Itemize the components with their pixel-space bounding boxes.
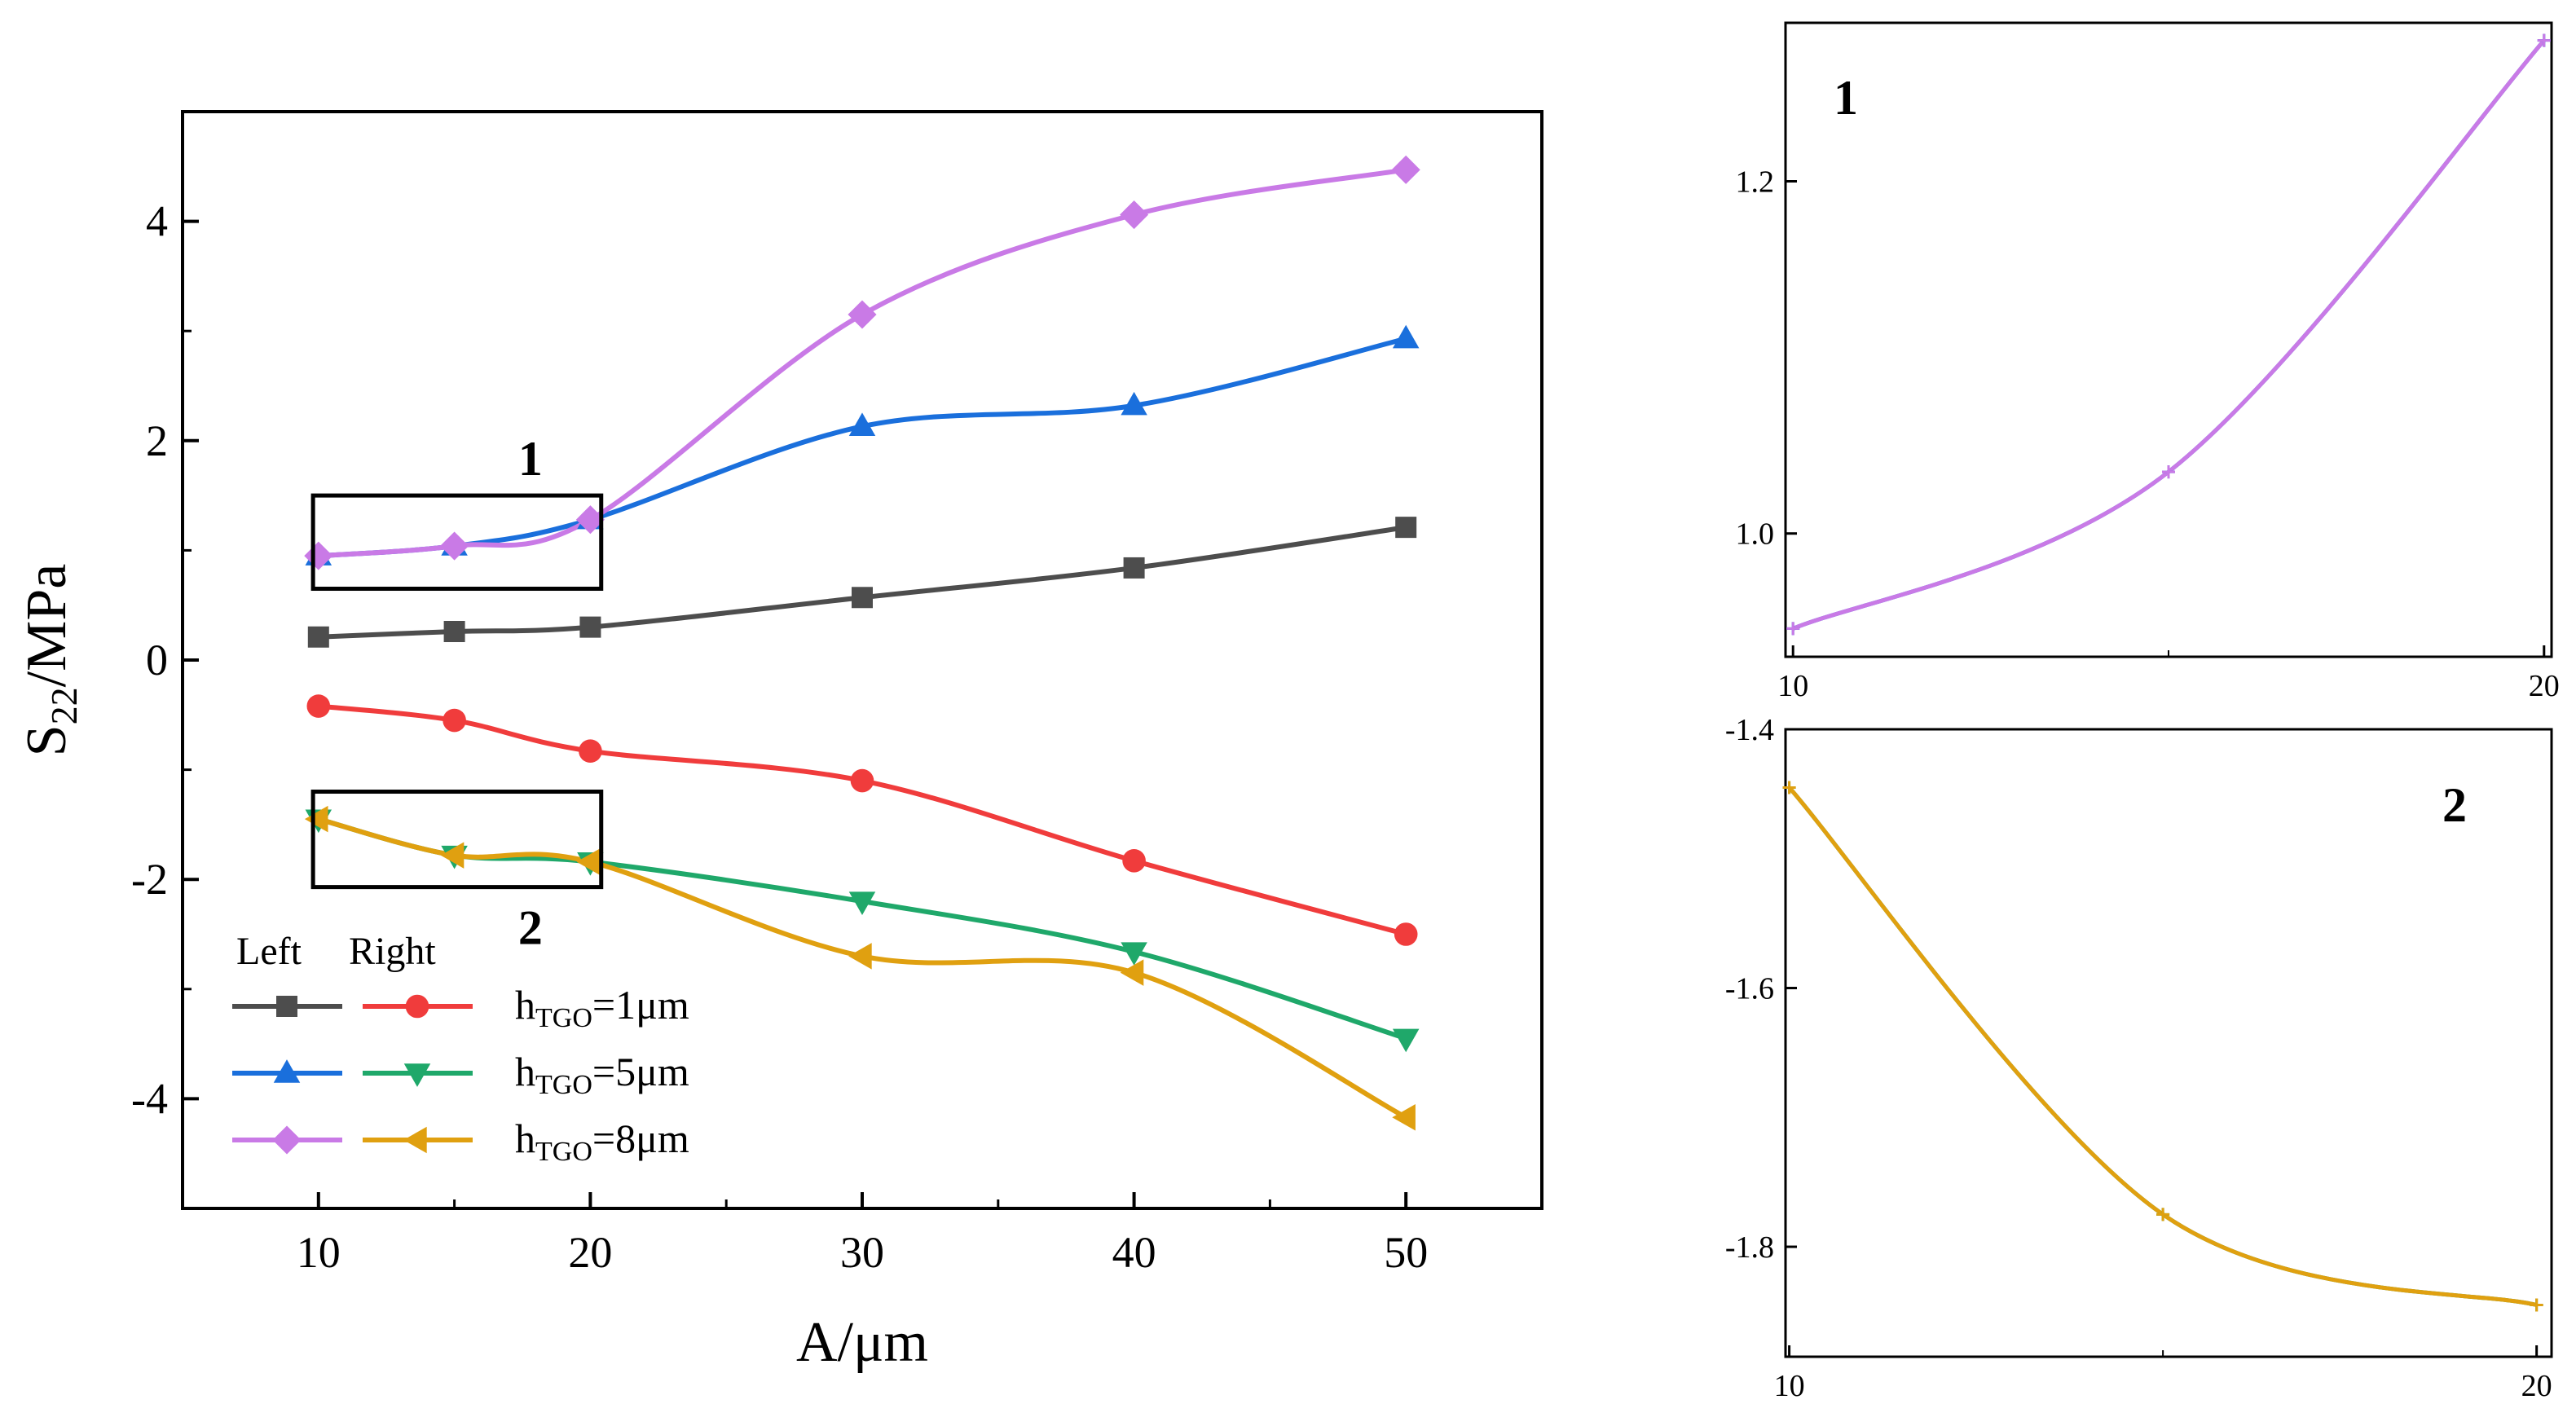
data-point-s5-1	[304, 541, 333, 570]
inset-2-point-s2-3	[2530, 1298, 2543, 1312]
inset-1-series-line-2	[1792, 38, 2546, 631]
data-point-s5-6	[1391, 155, 1420, 184]
inset-2-point-s2-1	[1782, 781, 1796, 794]
inset-2-frame	[1784, 728, 2553, 1358]
data-point-s6-1	[304, 805, 328, 833]
x-tick-label: 50	[1384, 1228, 1428, 1277]
legend-head-right: Right	[349, 930, 436, 973]
data-point-s5-2	[440, 531, 469, 561]
legend-marker-left-3	[272, 1125, 302, 1155]
data-point-s4-4	[848, 891, 876, 916]
inset-1-x-tick-label: 20	[2529, 669, 2560, 703]
inset-2-chart: 10 20 -1.4 -1.6 -1.8 2	[1725, 713, 2553, 1403]
series-line-3	[318, 336, 1407, 559]
data-point-s1-5	[1123, 557, 1145, 579]
inset-1-series-group	[1786, 33, 2551, 636]
main-plot-frame	[181, 110, 1543, 1210]
data-point-s3-6	[1392, 324, 1420, 349]
inset-1-y-tick-label: 1.2	[1736, 165, 1775, 200]
inset-2-y-tick-label: -1.8	[1725, 1230, 1774, 1265]
legend-marker-right-2	[403, 1063, 431, 1087]
legend-entry-1: hTGO=1μm	[515, 982, 689, 1033]
data-point-s5-3	[575, 505, 605, 535]
data-point-s1-4	[852, 587, 873, 609]
inset-1-y-tick-label: 1.0	[1736, 517, 1775, 552]
inset-2-axis-ticks: 10 20 -1.4 -1.6 -1.8	[1725, 713, 2552, 1403]
legend-entry-2: hTGO=5μm	[515, 1049, 689, 1100]
y-tick-label: 4	[146, 197, 168, 246]
data-point-s1-2	[443, 621, 465, 643]
data-point-s1-1	[307, 626, 329, 648]
data-point-s6-3	[576, 848, 601, 875]
data-point-s2-2	[443, 708, 466, 733]
legend-marker-left-1	[276, 996, 297, 1017]
inset-2-series-group	[1782, 781, 2543, 1312]
legend-marker-left-2	[273, 1059, 301, 1083]
inset-2-series-line-2	[1787, 786, 2538, 1307]
data-point-s6-2	[440, 842, 465, 869]
data-point-s2-3	[579, 739, 602, 764]
inset-1-frame	[1784, 21, 2553, 658]
zoom-box-1	[310, 493, 604, 592]
main-legend: Left Right hTGO=1μm hTGO=5μm hTGO=8μm	[232, 930, 689, 1167]
inset-1-point-s2-1	[1786, 622, 1800, 636]
y-tick-label: 2	[146, 416, 168, 465]
x-axis-title: A/μm	[796, 1311, 928, 1374]
inset-1-x-tick-label: 10	[1777, 669, 1808, 703]
data-point-s4-6	[1392, 1028, 1420, 1053]
inset-2-label: 2	[2442, 778, 2467, 832]
legend-lines	[232, 994, 473, 1155]
data-point-s2-6	[1394, 922, 1418, 946]
main-series-group	[304, 155, 1420, 1131]
inset-1-label: 1	[1834, 71, 1858, 125]
y-tick-label: -2	[131, 855, 168, 904]
y-axis-title: S22/MPa	[15, 564, 85, 757]
inset-1-chart: 10 20 1.0 1.2 1	[1736, 21, 2560, 704]
data-point-s3-4	[848, 412, 876, 437]
series-line-5	[318, 167, 1407, 559]
inset-1-point-s2-3	[2537, 33, 2551, 47]
data-point-s1-3	[579, 616, 601, 638]
y-tick-label: 0	[146, 636, 168, 684]
data-point-s3-5	[1121, 391, 1147, 416]
legend-marker-right-3	[403, 1126, 427, 1154]
inset-1-series-line-1	[1792, 38, 2546, 631]
legend-entry-3: hTGO=8μm	[515, 1116, 689, 1167]
main-axis-ticks: 10 20 30 40 50 -4 -2 0 2 4	[131, 197, 1428, 1277]
data-point-s2-4	[850, 768, 874, 793]
inset-1-point-s2-2	[2162, 465, 2175, 479]
zoom-box-label-2: 2	[518, 901, 543, 955]
inset-2-series-line-1	[1787, 786, 2538, 1307]
data-point-s5-4	[848, 300, 877, 329]
data-point-s2-1	[306, 694, 331, 718]
series-line-4	[318, 816, 1407, 1041]
inset-1-axis-ticks: 10 20 1.0 1.2	[1736, 165, 2560, 704]
data-point-s1-6	[1395, 517, 1417, 539]
data-point-s6-6	[1392, 1104, 1416, 1131]
zoom-box-2	[310, 790, 604, 890]
legend-head-left: Left	[236, 930, 302, 973]
data-point-s5-5	[1120, 200, 1149, 230]
main-zoom-boxes: 12	[310, 432, 604, 955]
x-tick-label: 20	[568, 1228, 612, 1277]
inset-2-x-tick-label: 20	[2521, 1369, 2552, 1403]
inset-2-y-tick-label: -1.4	[1725, 713, 1774, 747]
x-tick-label: 10	[297, 1228, 341, 1277]
legend-marker-right-1	[405, 994, 429, 1019]
inset-2-x-tick-label: 10	[1774, 1369, 1805, 1403]
data-point-s2-5	[1122, 849, 1146, 873]
y-tick-label: -4	[131, 1074, 168, 1123]
inset-2-point-s2-2	[2156, 1208, 2170, 1221]
inset-2-y-tick-label: -1.6	[1725, 972, 1774, 1006]
zoom-box-label-1: 1	[518, 432, 543, 486]
series-line-6	[318, 816, 1407, 1120]
x-tick-label: 40	[1112, 1228, 1156, 1277]
data-point-s4-5	[1121, 942, 1147, 966]
x-tick-label: 30	[840, 1228, 884, 1277]
data-point-s6-5	[1120, 959, 1144, 986]
data-point-s6-4	[848, 943, 872, 970]
